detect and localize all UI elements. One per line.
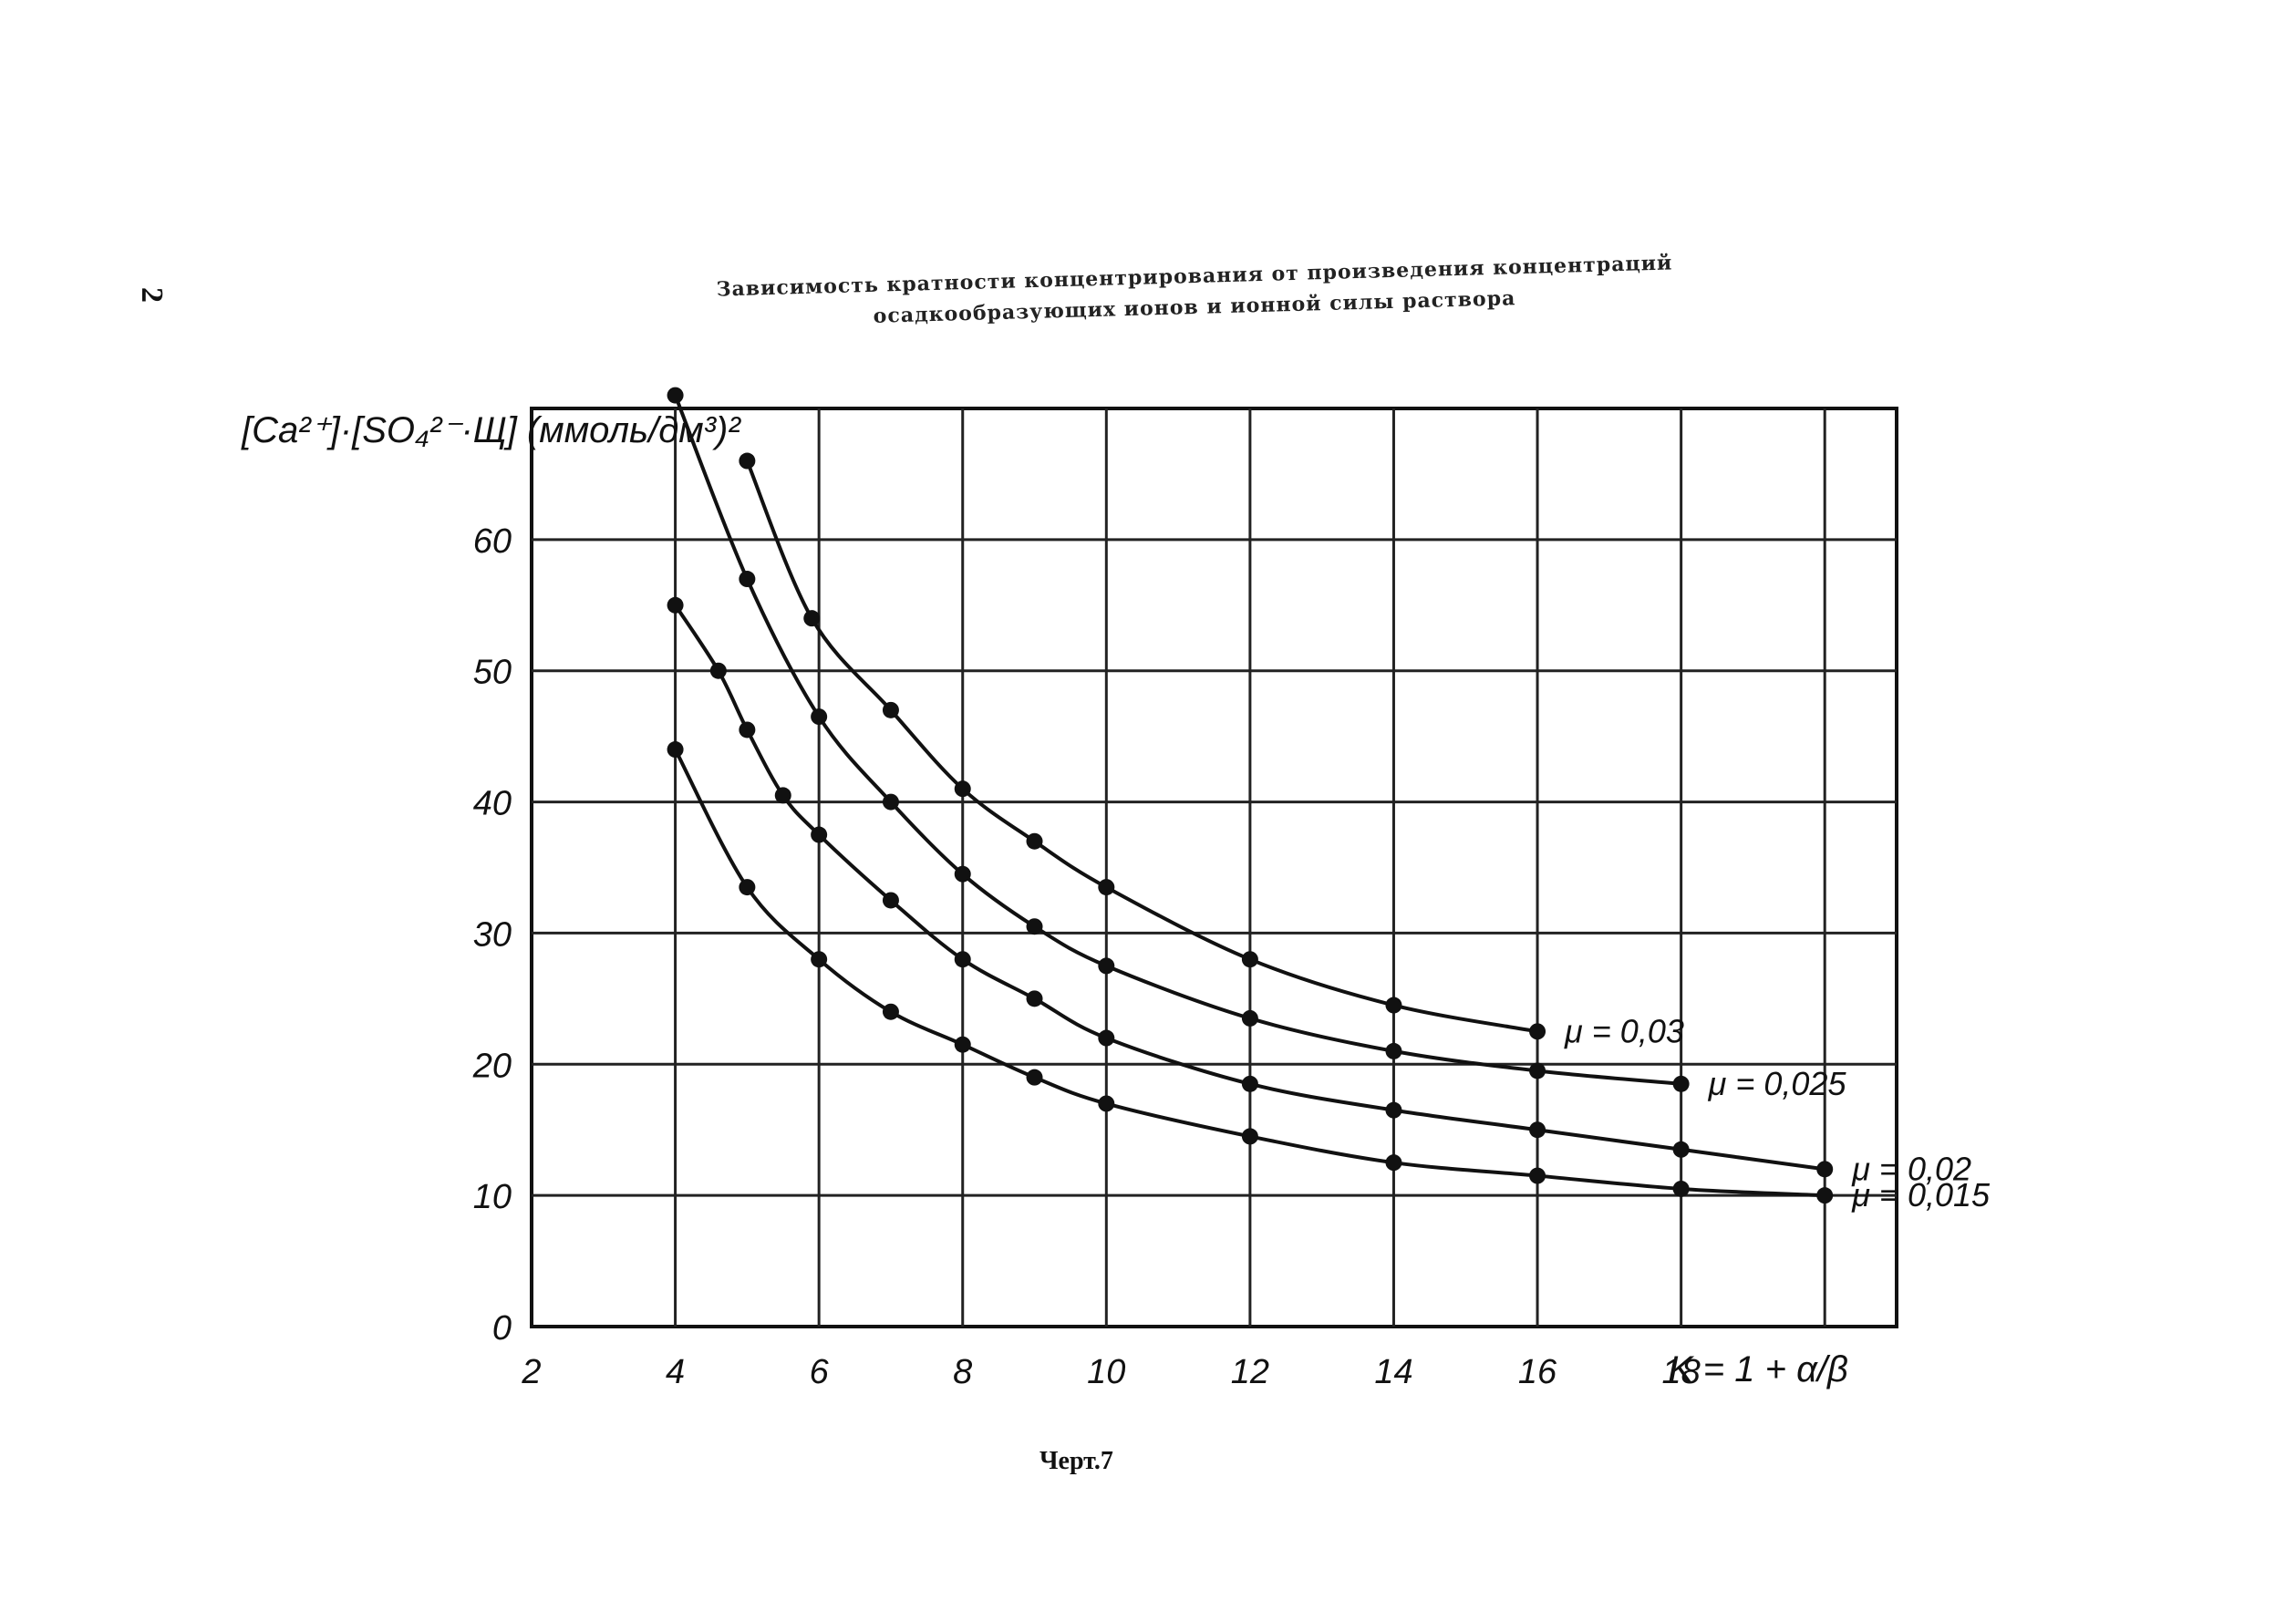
data-point-s1-9 (1529, 1062, 1546, 1079)
data-point-s3-6 (1098, 1095, 1115, 1112)
data-point-s1-1 (739, 571, 756, 588)
data-point-s1-6 (1098, 957, 1115, 975)
data-point-s2-13 (1816, 1161, 1834, 1178)
data-points (667, 387, 1834, 1204)
data-point-s3-11 (1816, 1187, 1834, 1204)
series-line-1 (673, 394, 1681, 1086)
x-tick-8: 8 (953, 1353, 972, 1391)
data-point-s2-9 (1241, 1075, 1258, 1092)
x-tick-4: 4 (666, 1353, 685, 1391)
data-point-s3-8 (1385, 1154, 1402, 1172)
data-point-s3-5 (1026, 1069, 1043, 1086)
data-point-s3-7 (1241, 1128, 1258, 1145)
data-point-s2-3 (774, 787, 791, 804)
data-point-s0-8 (1529, 1023, 1546, 1040)
x-tick-10: 10 (1087, 1353, 1125, 1391)
x-tick-16: 16 (1518, 1353, 1557, 1391)
data-point-s0-4 (1026, 832, 1043, 850)
data-point-s0-1 (803, 610, 821, 627)
y-axis-label: [Ca²⁺]·[SO₄²⁻·Щ] (ммоль/дм³)² (241, 410, 741, 450)
data-point-s2-5 (882, 892, 899, 909)
data-point-s0-5 (1098, 879, 1115, 896)
x-tick-6: 6 (810, 1353, 830, 1391)
y-tick-20: 20 (472, 1047, 512, 1085)
data-point-s0-0 (739, 452, 756, 470)
y-tick-30: 30 (473, 915, 512, 954)
x-tick-2: 2 (521, 1353, 541, 1391)
data-point-s2-6 (954, 951, 971, 968)
data-point-s3-3 (882, 1003, 899, 1020)
data-point-s2-10 (1385, 1101, 1402, 1119)
data-point-s1-2 (811, 708, 828, 726)
data-point-s3-10 (1672, 1180, 1690, 1197)
data-point-s2-8 (1098, 1029, 1115, 1047)
data-point-s2-1 (709, 662, 727, 679)
data-point-s2-4 (811, 826, 828, 843)
data-point-s2-7 (1026, 990, 1043, 1007)
data-point-s1-7 (1241, 1009, 1258, 1027)
y-tick-10: 10 (473, 1178, 512, 1216)
data-point-s0-2 (882, 701, 899, 718)
figure-caption: Черт.7 (1039, 1447, 1113, 1475)
data-point-s0-3 (954, 780, 971, 798)
y-tick-60: 60 (473, 522, 512, 561)
plot-border (530, 407, 1898, 1328)
data-point-s1-3 (882, 793, 899, 811)
data-point-s2-0 (667, 596, 684, 614)
data-point-s0-6 (1241, 951, 1258, 968)
series-line-0 (745, 460, 1538, 1034)
data-point-s2-2 (739, 721, 756, 739)
data-point-s3-2 (811, 951, 828, 968)
series-label-2: μ = 0,02 (1851, 1150, 1971, 1187)
data-point-s0-7 (1385, 997, 1402, 1014)
data-point-s3-4 (954, 1036, 971, 1053)
data-point-s1-10 (1672, 1075, 1690, 1092)
data-point-s1-5 (1026, 918, 1043, 935)
x-axis-label: K = 1 + α/β (1669, 1349, 1848, 1389)
tick-labels: 2 4 6 8 10 12 14 16 18 0 10 20 30 40 50 60 (472, 522, 1701, 1391)
data-point-s1-0 (667, 387, 684, 404)
data-point-s1-4 (954, 865, 971, 883)
curve-labels: μ = 0,03 μ = 0,025 μ = 0,02μ = 0,015 (1564, 1012, 1991, 1214)
series-label-0: μ = 0,03 (1564, 1012, 1684, 1049)
x-tick-18: 18 (1661, 1353, 1700, 1391)
data-point-s3-9 (1529, 1167, 1546, 1184)
y-tick-0: 0 (492, 1309, 512, 1348)
data-point-s3-1 (739, 879, 756, 896)
y-tick-50: 50 (473, 654, 512, 692)
series-label-3: μ = 0,015 (1851, 1176, 1991, 1214)
data-point-s1-8 (1385, 1042, 1402, 1059)
x-tick-14: 14 (1374, 1353, 1412, 1391)
data-point-s2-12 (1672, 1141, 1690, 1158)
data-point-s2-11 (1529, 1121, 1546, 1139)
data-point-s3-0 (667, 741, 684, 759)
y-tick-40: 40 (473, 785, 512, 823)
series-label-1: μ = 0,025 (1708, 1065, 1847, 1102)
x-tick-12: 12 (1231, 1353, 1269, 1391)
